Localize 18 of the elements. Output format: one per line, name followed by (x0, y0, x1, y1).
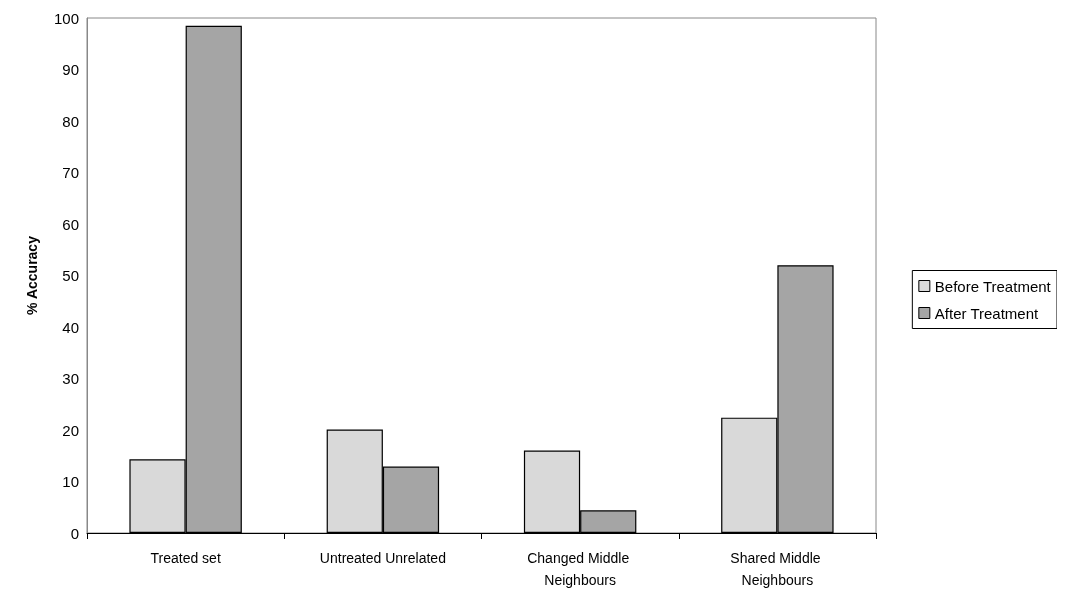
legend-label: Before Treatment (934, 277, 1052, 295)
x-tick-label: Untreated Unrelated (319, 550, 446, 566)
y-axis-title: % Accuracy (24, 235, 40, 315)
x-tick-label: Treated set (150, 550, 221, 566)
y-tick-label: 90 (62, 61, 79, 78)
x-tick-label: Shared Middle Neighbours (730, 550, 825, 588)
y-tick-label: 60 (62, 215, 79, 233)
y-tick-label: 80 (62, 112, 79, 130)
y-tick-label: 0 (70, 524, 79, 542)
x-tick-label: Changed Middle Neighbours (527, 550, 634, 588)
y-tick-label: 100 (53, 9, 79, 27)
y-tick-label: 10 (62, 473, 79, 490)
y-tick-label: 50 (62, 267, 79, 284)
legend-label: After Treatment (934, 304, 1040, 322)
y-tick-label: 40 (62, 318, 79, 336)
y-tick-label: 70 (62, 164, 79, 181)
y-tick-label: 20 (62, 421, 79, 439)
y-tick-label: 30 (62, 370, 79, 387)
